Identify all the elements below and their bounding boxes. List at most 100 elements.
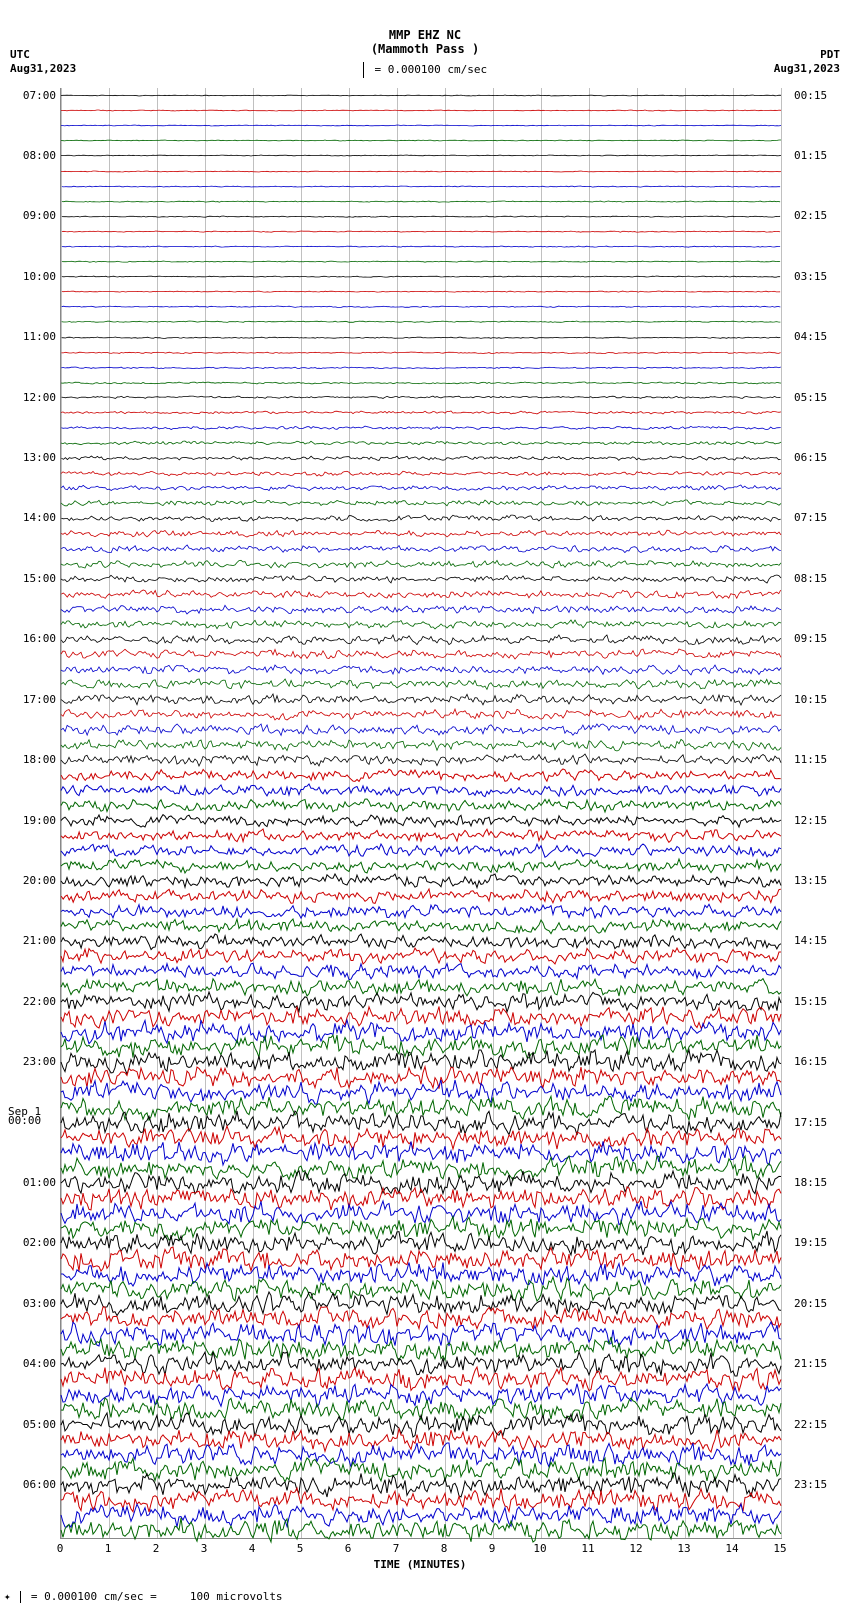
trace-row [61, 663, 781, 677]
left-time-label: 16:00 [8, 633, 56, 644]
right-time-label: 07:15 [794, 512, 842, 523]
left-time-label: 12:00 [8, 392, 56, 403]
trace-row [61, 1516, 781, 1544]
footer-left: = 0.000100 cm/sec = [31, 1590, 157, 1603]
seismogram-container: UTC Aug31,2023 PDT Aug31,2023 MMP EHZ NC… [0, 0, 850, 1613]
trace-row [61, 513, 781, 523]
left-time-label: 21:00 [8, 935, 56, 946]
left-time-label: 07:00 [8, 90, 56, 101]
trace-row [61, 558, 781, 570]
trace-row [61, 304, 781, 309]
tz-pdt: PDT [774, 48, 840, 62]
trace-row [61, 394, 781, 400]
x-tick-label: 7 [393, 1542, 400, 1555]
right-time-label: 19:15 [794, 1237, 842, 1248]
footer-nm-icon: ✦ [4, 1590, 11, 1603]
trace-row [61, 588, 781, 600]
x-tick-label: 5 [297, 1542, 304, 1555]
trace-row [61, 603, 781, 616]
left-time-label: 14:00 [8, 512, 56, 523]
trace-row [61, 365, 781, 371]
x-tick-label: 13 [677, 1542, 690, 1555]
trace-row [61, 214, 781, 219]
right-time-label: 10:15 [794, 694, 842, 705]
trace-row [61, 498, 781, 508]
x-tick-label: 11 [581, 1542, 594, 1555]
left-time-label: 09:00 [8, 210, 56, 221]
station-code: MMP EHZ NC [0, 0, 850, 42]
trace-row [61, 424, 781, 432]
x-tick-label: 8 [441, 1542, 448, 1555]
left-time-label: 02:00 [8, 1237, 56, 1248]
trace-row [61, 692, 781, 707]
trace-row [61, 483, 781, 493]
right-time-label: 03:15 [794, 271, 842, 282]
right-time-label: 05:15 [794, 392, 842, 403]
footer-scale: ✦ = 0.000100 cm/sec = 100 microvolts [4, 1590, 283, 1603]
left-time-label: 18:00 [8, 754, 56, 765]
right-time-label: 23:15 [794, 1479, 842, 1490]
trace-row [61, 647, 781, 661]
right-time-label: 15:15 [794, 996, 842, 1007]
left-time-label: 10:00 [8, 271, 56, 282]
trace-row [61, 123, 781, 128]
x-axis-label: TIME (MINUTES) [60, 1558, 780, 1571]
date-prefix: Sep 1 [8, 1106, 58, 1117]
right-time-label: 21:15 [794, 1358, 842, 1369]
trace-row [61, 618, 781, 631]
trace-row [61, 573, 781, 585]
scale-bar-icon [363, 62, 364, 78]
left-time-label: 22:00 [8, 996, 56, 1007]
trace-row [61, 737, 781, 753]
trace-row [61, 319, 781, 324]
trace-row [61, 722, 781, 738]
right-time-label: 20:15 [794, 1298, 842, 1309]
trace-row [61, 289, 781, 294]
right-time-label: 06:15 [794, 452, 842, 463]
left-time-label: 19:00 [8, 815, 56, 826]
left-time-label: 08:00 [8, 150, 56, 161]
right-time-label: 02:15 [794, 210, 842, 221]
x-tick-label: 4 [249, 1542, 256, 1555]
x-tick-label: 0 [57, 1542, 64, 1555]
trace-row [61, 274, 781, 279]
x-tick-label: 14 [725, 1542, 738, 1555]
right-time-label: 22:15 [794, 1419, 842, 1430]
tz-utc: UTC [10, 48, 76, 62]
left-time-label: Sep 100:00 [8, 1106, 58, 1126]
left-time-label: 13:00 [8, 452, 56, 463]
left-time-label: 01:00 [8, 1177, 56, 1188]
x-tick-label: 1 [105, 1542, 112, 1555]
trace-row [61, 184, 781, 189]
trace-row [61, 229, 781, 234]
left-time-label: 05:00 [8, 1419, 56, 1430]
right-time-label: 01:15 [794, 150, 842, 161]
trace-row [61, 543, 781, 555]
x-tick-label: 12 [629, 1542, 642, 1555]
trace-row [61, 677, 781, 691]
left-time-label: 11:00 [8, 331, 56, 342]
top-right-label: PDT Aug31,2023 [774, 48, 840, 77]
trace-row [61, 469, 781, 478]
date-utc: Aug31,2023 [10, 62, 76, 76]
x-tick-label: 2 [153, 1542, 160, 1555]
trace-row [61, 633, 781, 647]
left-time-label: 04:00 [8, 1358, 56, 1369]
left-time-label: 15:00 [8, 573, 56, 584]
right-time-label: 14:15 [794, 935, 842, 946]
x-tick-label: 9 [489, 1542, 496, 1555]
right-time-label: 04:15 [794, 331, 842, 342]
right-time-label: 11:15 [794, 754, 842, 765]
trace-row [61, 707, 781, 722]
x-tick-label: 10 [533, 1542, 546, 1555]
trace-row [61, 528, 781, 539]
scale-text: = 0.000100 cm/sec [375, 63, 488, 76]
right-time-label: 17:15 [794, 1117, 842, 1128]
top-left-label: UTC Aug31,2023 [10, 48, 76, 77]
date-pdt: Aug31,2023 [774, 62, 840, 76]
trace-row [61, 350, 781, 356]
trace-row [61, 138, 781, 143]
right-time-label: 08:15 [794, 573, 842, 584]
trace-row [61, 199, 781, 204]
left-time-label: 03:00 [8, 1298, 56, 1309]
